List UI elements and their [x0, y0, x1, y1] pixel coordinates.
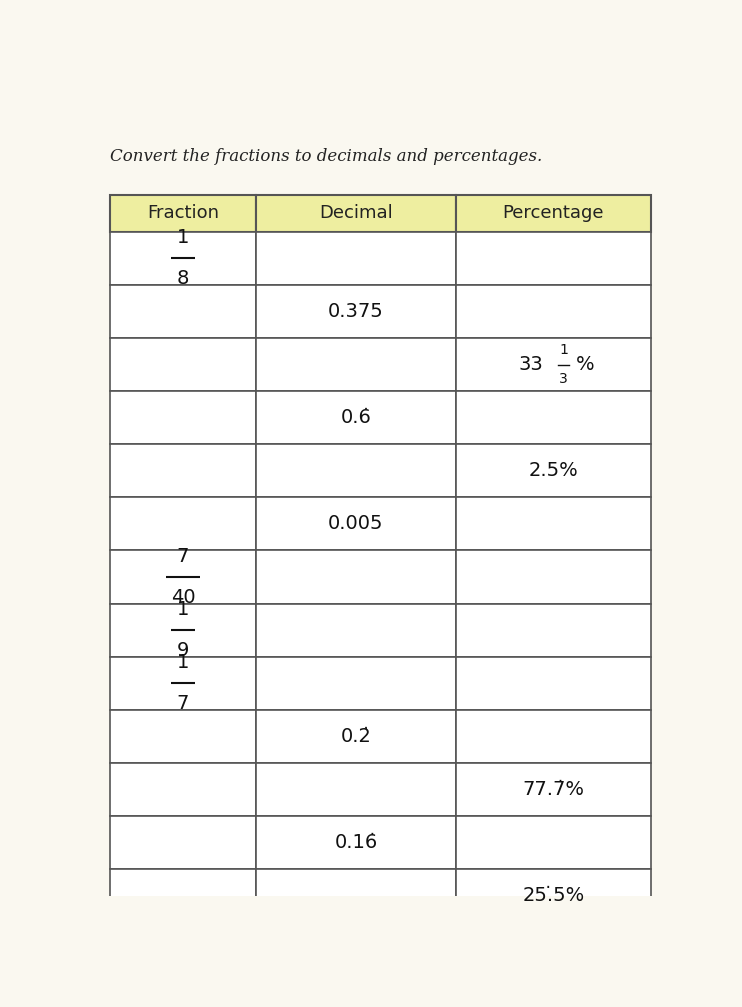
Bar: [256, 285, 456, 338]
Text: 77.7̇%: 77.7̇%: [522, 779, 584, 799]
Text: Decimal: Decimal: [319, 204, 393, 223]
Text: 1: 1: [177, 654, 189, 673]
Text: 1: 1: [177, 229, 189, 248]
Bar: [256, 497, 456, 551]
Bar: [110, 551, 256, 603]
Text: 9: 9: [177, 640, 189, 660]
Bar: [110, 710, 256, 763]
Bar: [110, 444, 256, 497]
Bar: [110, 338, 256, 391]
Text: Convert the fractions to decimals and percentages.: Convert the fractions to decimals and pe…: [110, 148, 542, 165]
Bar: [456, 194, 651, 232]
Text: 1: 1: [559, 342, 568, 356]
Bar: [110, 603, 256, 657]
Bar: [110, 194, 256, 232]
Bar: [110, 232, 256, 285]
Bar: [256, 816, 456, 869]
Bar: [256, 657, 456, 710]
Bar: [456, 444, 651, 497]
Bar: [456, 551, 651, 603]
Text: 0.2̇: 0.2̇: [341, 727, 372, 746]
Bar: [256, 869, 456, 922]
Bar: [456, 338, 651, 391]
Bar: [110, 285, 256, 338]
Bar: [256, 194, 456, 232]
Bar: [256, 444, 456, 497]
Bar: [110, 763, 256, 816]
Bar: [256, 710, 456, 763]
Bar: [456, 285, 651, 338]
Bar: [110, 657, 256, 710]
Text: 0.375: 0.375: [328, 302, 384, 321]
Bar: [456, 497, 651, 551]
Bar: [256, 338, 456, 391]
Bar: [456, 763, 651, 816]
Bar: [456, 657, 651, 710]
Text: 33: 33: [518, 355, 543, 374]
Bar: [456, 391, 651, 444]
Text: Fraction: Fraction: [147, 204, 219, 223]
Bar: [110, 816, 256, 869]
Text: 25.̇5%: 25.̇5%: [522, 886, 585, 905]
Bar: [256, 551, 456, 603]
Text: 1: 1: [177, 600, 189, 619]
Bar: [110, 391, 256, 444]
Text: 2.5%: 2.5%: [528, 461, 578, 480]
Bar: [256, 763, 456, 816]
Text: 8: 8: [177, 269, 189, 288]
Text: 7: 7: [177, 547, 189, 566]
Bar: [456, 232, 651, 285]
Bar: [456, 603, 651, 657]
Bar: [256, 391, 456, 444]
Bar: [256, 603, 456, 657]
Text: 0.005: 0.005: [328, 515, 384, 534]
Text: %: %: [577, 355, 595, 374]
Text: 7: 7: [177, 694, 189, 713]
Bar: [456, 710, 651, 763]
Bar: [456, 869, 651, 922]
Bar: [110, 497, 256, 551]
Text: 0.6̇: 0.6̇: [341, 408, 372, 427]
Text: Percentage: Percentage: [502, 204, 604, 223]
Bar: [256, 232, 456, 285]
Text: 3: 3: [559, 373, 568, 387]
Text: 0.16̇: 0.16̇: [335, 833, 378, 852]
Bar: [110, 869, 256, 922]
Text: 40: 40: [171, 588, 195, 607]
Bar: [456, 816, 651, 869]
